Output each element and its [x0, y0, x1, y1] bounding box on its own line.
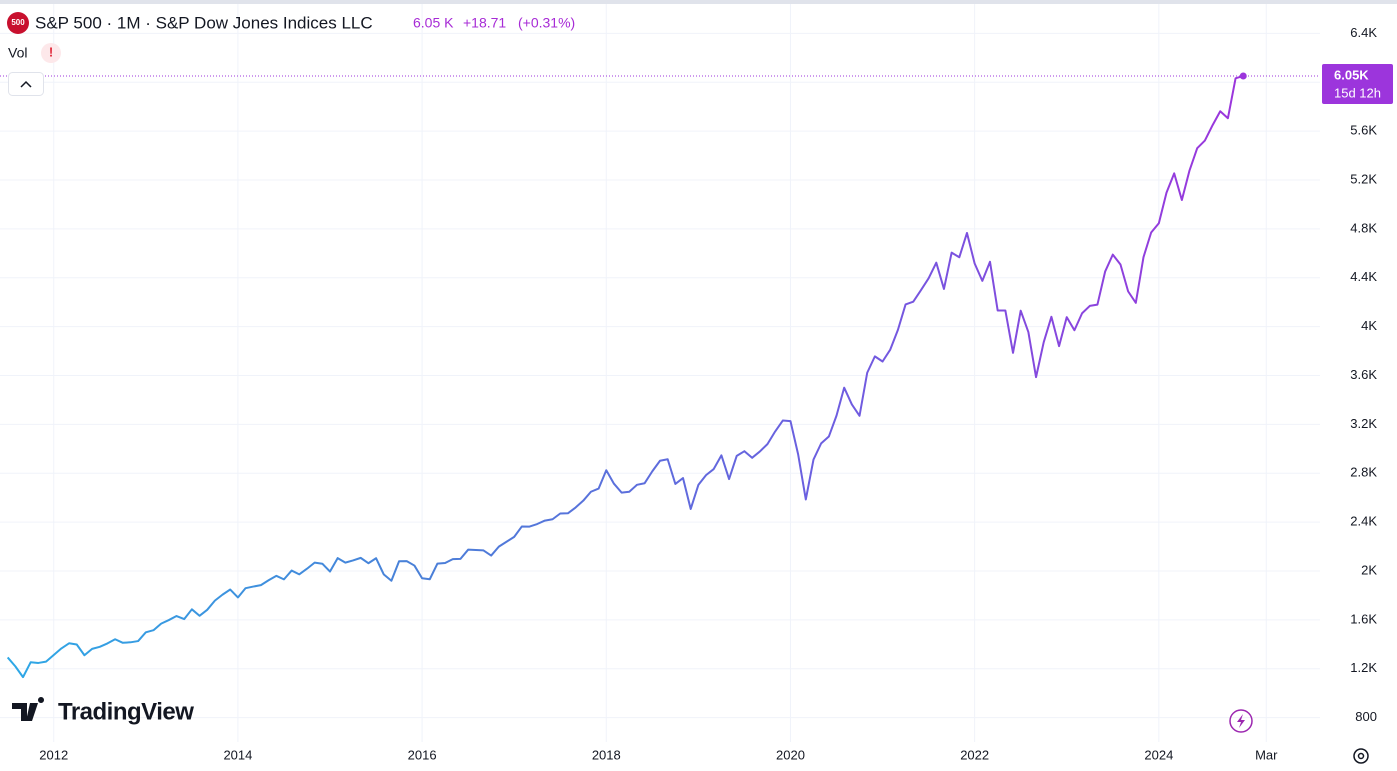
settings-button[interactable] — [1353, 748, 1369, 764]
collapse-icon — [20, 80, 32, 88]
indicator: Vol — [8, 45, 27, 61]
y-tick-label: 4.8K — [1350, 220, 1377, 235]
y-tick-label: 3.2K — [1350, 416, 1377, 431]
brand-logo — [12, 697, 45, 721]
y-tick-label: 2K — [1361, 562, 1377, 577]
lightning-button[interactable] — [1229, 709, 1253, 733]
top-border — [0, 0, 1397, 4]
x-tick-label: 2022 — [960, 747, 989, 762]
warning-icon[interactable] — [41, 43, 61, 63]
grid — [0, 4, 1320, 742]
collapse-button[interactable] — [8, 72, 44, 96]
change-pct: (+0.31%) — [518, 15, 575, 31]
price: 6.05 K — [413, 15, 454, 31]
settings-icon — [1357, 752, 1365, 760]
y-tick-label: 1.6K — [1350, 611, 1377, 626]
change: +18.71 — [463, 15, 506, 31]
y-tick-label: 3.6K — [1350, 367, 1377, 382]
y-tick-label: 4K — [1361, 318, 1377, 333]
y-tick-label: 2.8K — [1350, 465, 1377, 480]
x-tick-label: 2020 — [776, 747, 805, 762]
last-price-label: 6.05K — [1334, 67, 1369, 82]
y-tick-label: 2.4K — [1350, 514, 1377, 529]
badge — [7, 12, 29, 34]
y-tick-label: 4.4K — [1350, 269, 1377, 284]
badge-text: 500 — [11, 18, 25, 27]
x-tick-label: 2024 — [1144, 747, 1173, 762]
countdown-label: 15d 12h — [1334, 85, 1381, 100]
axes: 800 1.2K 1.6K 2K 2.4K 2.8K 3.2K 3.6K 4K 4.4K 4.8K 5… — [39, 25, 1377, 763]
x-tick-label: Mar — [1255, 747, 1278, 762]
symbol: S&P 500 · 1M · S&P Dow Jones Indices LLC — [35, 13, 373, 32]
x-tick-label: 2012 — [39, 747, 68, 762]
y-tick-label: 1.2K — [1350, 660, 1377, 675]
y-tick-label: 5.2K — [1350, 171, 1377, 186]
x-tick-label: 2018 — [592, 747, 621, 762]
y-tick-label: 800 — [1355, 709, 1377, 724]
plot — [0, 75, 1320, 679]
lightning-icon — [1237, 714, 1245, 728]
y-tick-label: 6.4K — [1350, 25, 1377, 40]
last-point — [1239, 72, 1247, 80]
price-line — [6, 75, 1244, 679]
x-tick-label: 2014 — [223, 747, 252, 762]
last-price-box — [1322, 63, 1393, 104]
x-tick-label: 2016 — [408, 747, 437, 762]
y-tick-label: 5.6K — [1350, 123, 1377, 138]
brand: TradingView — [58, 698, 194, 725]
warning-mark: ! — [49, 44, 53, 59]
